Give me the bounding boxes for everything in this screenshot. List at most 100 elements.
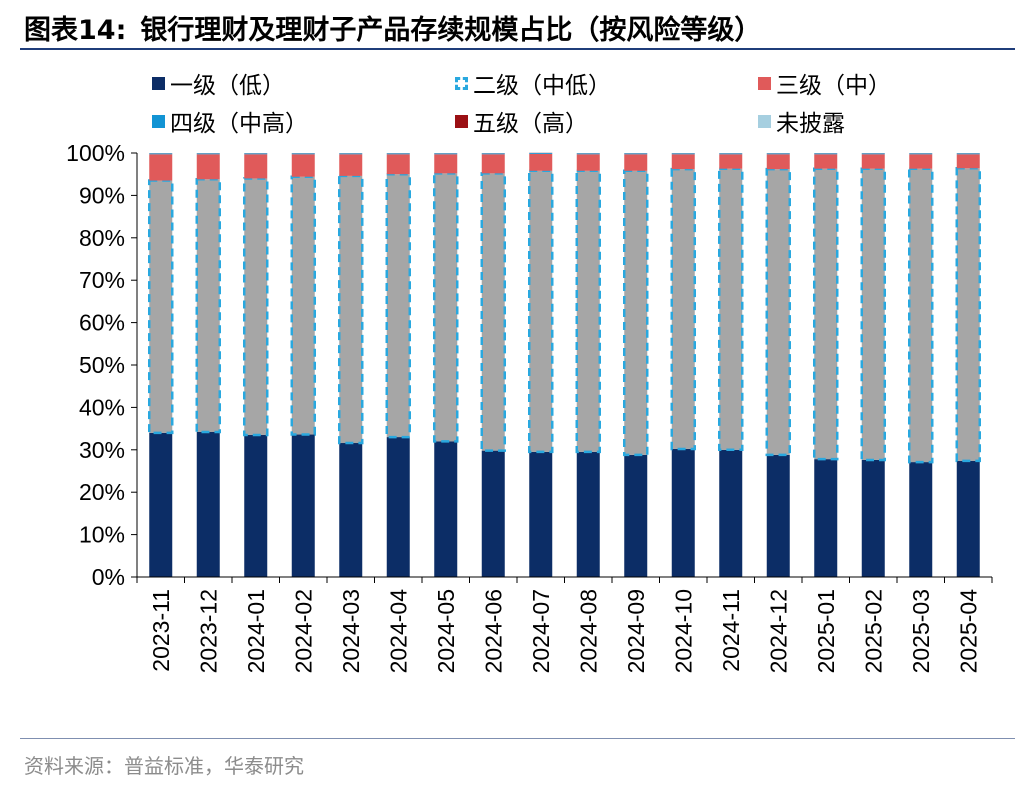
legend-swatch-level3 <box>758 76 771 90</box>
bar-segment-4 <box>909 153 933 155</box>
legend-label: 未披露 <box>776 111 845 137</box>
bar-segment-1 <box>291 434 315 577</box>
bar-segment-3 <box>481 154 505 174</box>
legend-swatch-level1 <box>152 76 165 90</box>
y-tick-label: 80% <box>79 225 125 251</box>
legend-swatch-undisclosed <box>758 114 771 128</box>
x-tick-label: 2024-04 <box>385 589 411 674</box>
bar-segment-1 <box>339 443 363 577</box>
bar-segment-4 <box>339 153 363 155</box>
bar-segment-3 <box>861 154 885 169</box>
legend-label: 四级（中高） <box>170 111 308 137</box>
legend-item-level5: 五级（高） <box>455 104 588 138</box>
bar-segment-1 <box>909 462 933 577</box>
legend-item-undisclosed: 未披露 <box>758 104 845 138</box>
x-tick-label: 2025-01 <box>813 589 839 673</box>
bar-segment-1 <box>481 450 505 577</box>
x-tick-label: 2024-05 <box>433 589 459 673</box>
bar-segment-4 <box>434 153 458 155</box>
bar-segment-1 <box>576 451 600 577</box>
x-tick-label: 2024-08 <box>575 589 601 673</box>
bar-segment-3 <box>909 154 933 169</box>
bar-segment-1 <box>624 454 648 577</box>
bar-segment-3 <box>956 154 980 169</box>
bar-segment-4 <box>481 153 505 155</box>
legend-label: 二级（中低） <box>473 73 611 99</box>
bar-segment-1 <box>196 431 220 577</box>
bar-segment-4 <box>149 153 173 155</box>
y-tick-label: 70% <box>79 267 125 293</box>
bar-segment-level2 <box>955 167 981 463</box>
legend-label: 一级（低） <box>170 73 285 99</box>
bar-segment-level2 <box>243 177 269 437</box>
bar-segment-3 <box>244 154 268 179</box>
bar-segment-level2 <box>480 172 506 452</box>
bar-segment-3 <box>529 153 553 171</box>
bar-segment-4 <box>861 153 885 155</box>
y-tick-label: 50% <box>79 352 125 378</box>
bar-segment-level2 <box>385 172 411 439</box>
y-tick-label: 0% <box>92 564 125 590</box>
bar-segment-3 <box>719 154 743 169</box>
x-tick-label: 2024-07 <box>528 589 554 673</box>
x-tick-label: 2025-04 <box>955 589 981 674</box>
bar-segment-level2 <box>813 167 839 461</box>
bar-segment-4 <box>244 153 268 155</box>
y-tick-label: 100% <box>66 140 125 166</box>
x-tick-label: 2024-02 <box>290 589 316 673</box>
bar-segment-level2 <box>575 169 601 454</box>
bar-segment-1 <box>956 460 980 577</box>
source-note: 资料来源：普益标准，华泰研究 <box>24 754 304 778</box>
bar-segment-4 <box>291 153 315 155</box>
bar-segment-1 <box>529 451 553 577</box>
bar-segment-level2 <box>718 167 744 452</box>
bottom-rule <box>20 738 1015 739</box>
stacked-bar-chart: 0% 10% 20% 30% 40% 50% 60% 70% 80% 90% 100% 2023-11… <box>66 140 993 674</box>
x-tick-label: 2024-03 <box>338 589 364 673</box>
bar-segment-level2 <box>290 175 316 436</box>
bar-segment-1 <box>814 459 838 577</box>
bar-segment-level2 <box>148 179 174 435</box>
bar-segment-3 <box>671 154 695 170</box>
bar-segment-level2 <box>195 178 221 434</box>
x-tick-label: 2024-12 <box>765 589 791 673</box>
x-tick-label: 2025-02 <box>860 589 886 673</box>
bar-segment-4 <box>671 153 695 155</box>
y-tick-label: 60% <box>79 310 125 336</box>
y-tick-label: 20% <box>79 479 125 505</box>
x-tick-label: 2024-10 <box>670 589 696 673</box>
bar-segment-4 <box>576 153 600 155</box>
bar-segment-1 <box>244 434 268 577</box>
x-tick-label: 2023-12 <box>195 589 221 673</box>
bar-segment-3 <box>766 154 790 170</box>
bar-segment-1 <box>766 454 790 577</box>
bar-segment-3 <box>576 154 600 171</box>
bar-segment-4 <box>766 153 790 155</box>
bar-segment-4 <box>719 153 743 155</box>
bar-segment-level2 <box>338 174 364 445</box>
x-tick-label: 2024-01 <box>243 589 269 673</box>
y-tick-label: 10% <box>79 522 125 548</box>
bar-segment-1 <box>861 459 885 577</box>
y-tick-label: 40% <box>79 394 125 420</box>
bar-segment-1 <box>434 441 458 577</box>
x-tick-label: 2024-06 <box>480 589 506 673</box>
legend-swatch-level4 <box>152 114 165 128</box>
x-tick-label: 2023-11 <box>148 589 174 672</box>
bar-segment-3 <box>291 154 315 177</box>
legend-swatch-level2 <box>455 76 468 90</box>
bar-segment-1 <box>719 449 743 577</box>
bar-segment-4 <box>386 153 410 155</box>
bar-segment-level2 <box>765 167 791 457</box>
x-tick-label: 2024-09 <box>623 589 649 673</box>
bar-segment-4 <box>624 153 648 155</box>
bar-segment-level2 <box>670 167 696 451</box>
bar-segment-3 <box>624 154 648 171</box>
x-tick-label: 2024-11 <box>718 589 744 672</box>
legend-item-level1: 一级（低） <box>152 66 285 100</box>
y-tick-label: 90% <box>79 182 125 208</box>
legend-swatch-level5 <box>455 114 468 128</box>
figure-title: 图表14: 银行理财及理财子产品存续规模占比（按风险等级） <box>24 8 761 47</box>
bar-segment-1 <box>386 437 410 577</box>
bar-segment-4 <box>196 153 220 155</box>
